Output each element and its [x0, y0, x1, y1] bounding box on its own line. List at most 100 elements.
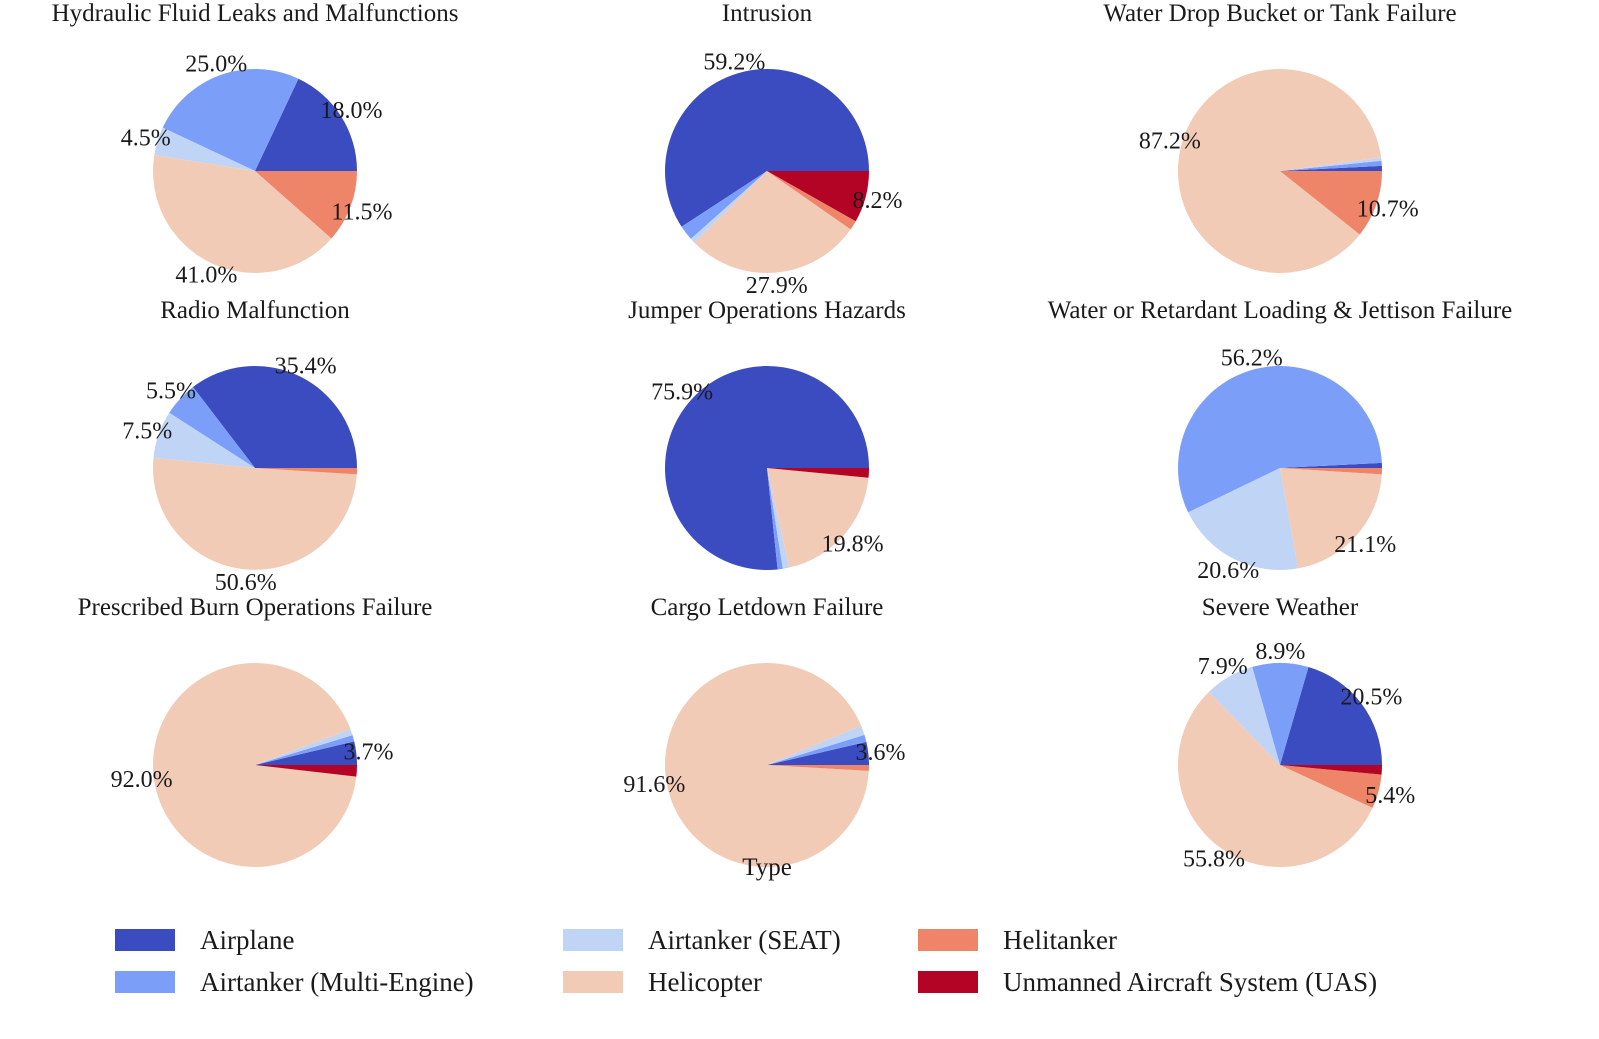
pie-slice	[1177, 365, 1382, 513]
pie-slice-label: 21.1%	[1334, 532, 1396, 558]
pie-slice-label: 18.0%	[321, 98, 383, 124]
pie-slice-label: 59.2%	[703, 50, 765, 76]
legend: Airplane Airtanker (Multi-Engine) Airtanke…	[115, 925, 1377, 997]
pie-slice	[767, 734, 867, 765]
pie-slice-label: 5.4%	[1365, 783, 1415, 809]
pie-panel: Cargo Letdown Failure 3.6% 91.6%	[623, 594, 906, 867]
legend-swatch	[115, 929, 175, 951]
pie-panel: Radio Malfunction 35.4% 5.5% 7.5% 50.6%	[122, 297, 357, 596]
legend-item: Airtanker (Multi-Engine)	[115, 967, 474, 997]
pie-slice	[767, 741, 869, 765]
pie-slice-label: 41.0%	[175, 262, 237, 288]
legend-label: Airtanker (Multi-Engine)	[200, 967, 474, 997]
pie-slice-label: 11.5%	[331, 199, 392, 225]
legend-label: Helicopter	[648, 967, 762, 997]
pie-slice	[153, 457, 357, 570]
pie-slice	[1252, 662, 1309, 765]
pie-slice	[694, 171, 851, 274]
pie-slice	[1208, 666, 1280, 765]
pie-slice-label: 50.6%	[215, 570, 277, 596]
pie-slice	[1177, 691, 1373, 868]
pie-panel: Jumper Operations Hazards 75.9% 19.8%	[628, 297, 906, 570]
legend-item: Airplane	[115, 925, 294, 955]
pie-title: Jumper Operations Hazards	[628, 297, 906, 324]
legend-swatch	[563, 929, 623, 951]
pie-slice-label: 87.2%	[1139, 129, 1201, 155]
legend-label: Airplane	[200, 925, 294, 955]
pie-slice-label: 20.6%	[1197, 558, 1259, 584]
pie-slice-label: 92.0%	[111, 767, 173, 793]
pie-title: Hydraulic Fluid Leaks and Malfunctions	[52, 0, 459, 27]
pie-panels: Hydraulic Fluid Leaks and Malfunctions 18…	[52, 0, 1513, 872]
pie-slice-label: 56.2%	[1221, 345, 1283, 371]
pie-panel: Intrusion 59.2% 27.9% 8.2%	[665, 0, 903, 299]
pie-slice	[1280, 160, 1382, 171]
legend-title: Type	[742, 854, 792, 881]
pie-slice	[255, 735, 355, 765]
pie-slice	[767, 468, 790, 569]
pie-slice	[192, 365, 357, 468]
pie-slice-label: 19.8%	[822, 532, 884, 558]
legend-swatch	[918, 971, 978, 993]
legend-item: Unmanned Aircraft System (UAS)	[918, 967, 1377, 997]
pie-slice-label: 27.9%	[746, 273, 808, 299]
pie-slice-label: 7.5%	[122, 418, 172, 444]
legend-item: Airtanker (SEAT)	[563, 925, 841, 955]
pie-slice	[767, 468, 869, 478]
pie-slice	[169, 387, 255, 468]
pie-slice	[690, 171, 767, 243]
legend-label: Unmanned Aircraft System (UAS)	[1003, 967, 1377, 997]
pie-slice-label: 55.8%	[1183, 846, 1245, 872]
pie-slice	[681, 171, 767, 239]
pie-slice	[1177, 68, 1382, 273]
pie-slice-label: 8.9%	[1255, 639, 1305, 665]
pie-slice-label: 10.7%	[1357, 197, 1419, 223]
legend-label: Airtanker (SEAT)	[648, 925, 841, 955]
pie-slice	[767, 725, 865, 765]
pie-slice	[1280, 468, 1382, 475]
pie-slice-label: 35.4%	[275, 354, 337, 380]
pie-slice-label: 75.9%	[651, 380, 713, 406]
pie-slice	[152, 663, 357, 868]
pie-slice	[1280, 171, 1382, 235]
pie-slice	[154, 127, 255, 171]
pie-panel: Water or Retardant Loading & Jettison Fa…	[1048, 297, 1513, 584]
pie-slice	[1280, 667, 1382, 765]
legend-swatch	[918, 929, 978, 951]
pie-slice	[153, 155, 332, 273]
pie-slice	[255, 171, 357, 239]
pie-title: Cargo Letdown Failure	[651, 594, 884, 621]
pie-slice	[255, 78, 357, 171]
pie-slice	[1280, 462, 1382, 468]
pie-panel: Prescribed Burn Operations Failure 3.7% 92…	[78, 594, 433, 868]
pie-slice	[1280, 165, 1382, 171]
pie-slice	[665, 69, 869, 227]
pie-title: Radio Malfunction	[160, 297, 350, 324]
pie-slice	[255, 468, 357, 475]
pie-slice	[255, 729, 353, 765]
pie-slice-label: 4.5%	[121, 125, 171, 151]
pie-slice	[767, 765, 869, 771]
pie-title: Prescribed Burn Operations Failure	[78, 594, 433, 621]
pie-slice	[767, 171, 869, 222]
pie-slice	[162, 69, 299, 171]
pie-panel: Hydraulic Fluid Leaks and Malfunctions 18…	[52, 0, 459, 288]
pie-slice	[665, 365, 869, 570]
pie-slice-label: 5.5%	[146, 379, 196, 405]
legend-item: Helitanker	[918, 925, 1117, 955]
pie-slice	[1280, 765, 1382, 775]
pie-slice	[1280, 468, 1382, 569]
pie-slice	[1188, 468, 1299, 571]
pie-slice	[1280, 157, 1382, 171]
pie-slice-label: 25.0%	[185, 52, 247, 78]
pie-slice-label: 7.9%	[1198, 654, 1248, 680]
legend-swatch	[115, 971, 175, 993]
pie-slice	[664, 662, 869, 867]
pie-panel: Severe Weather 20.5% 8.9% 7.9% 55.8% 5.4%	[1177, 594, 1415, 872]
pie-slice	[1280, 765, 1382, 808]
pie-title: Severe Weather	[1202, 594, 1359, 621]
pie-slice-label: 3.7%	[344, 740, 394, 766]
legend-swatch	[563, 971, 623, 993]
legend-label: Helitanker	[1003, 925, 1117, 955]
